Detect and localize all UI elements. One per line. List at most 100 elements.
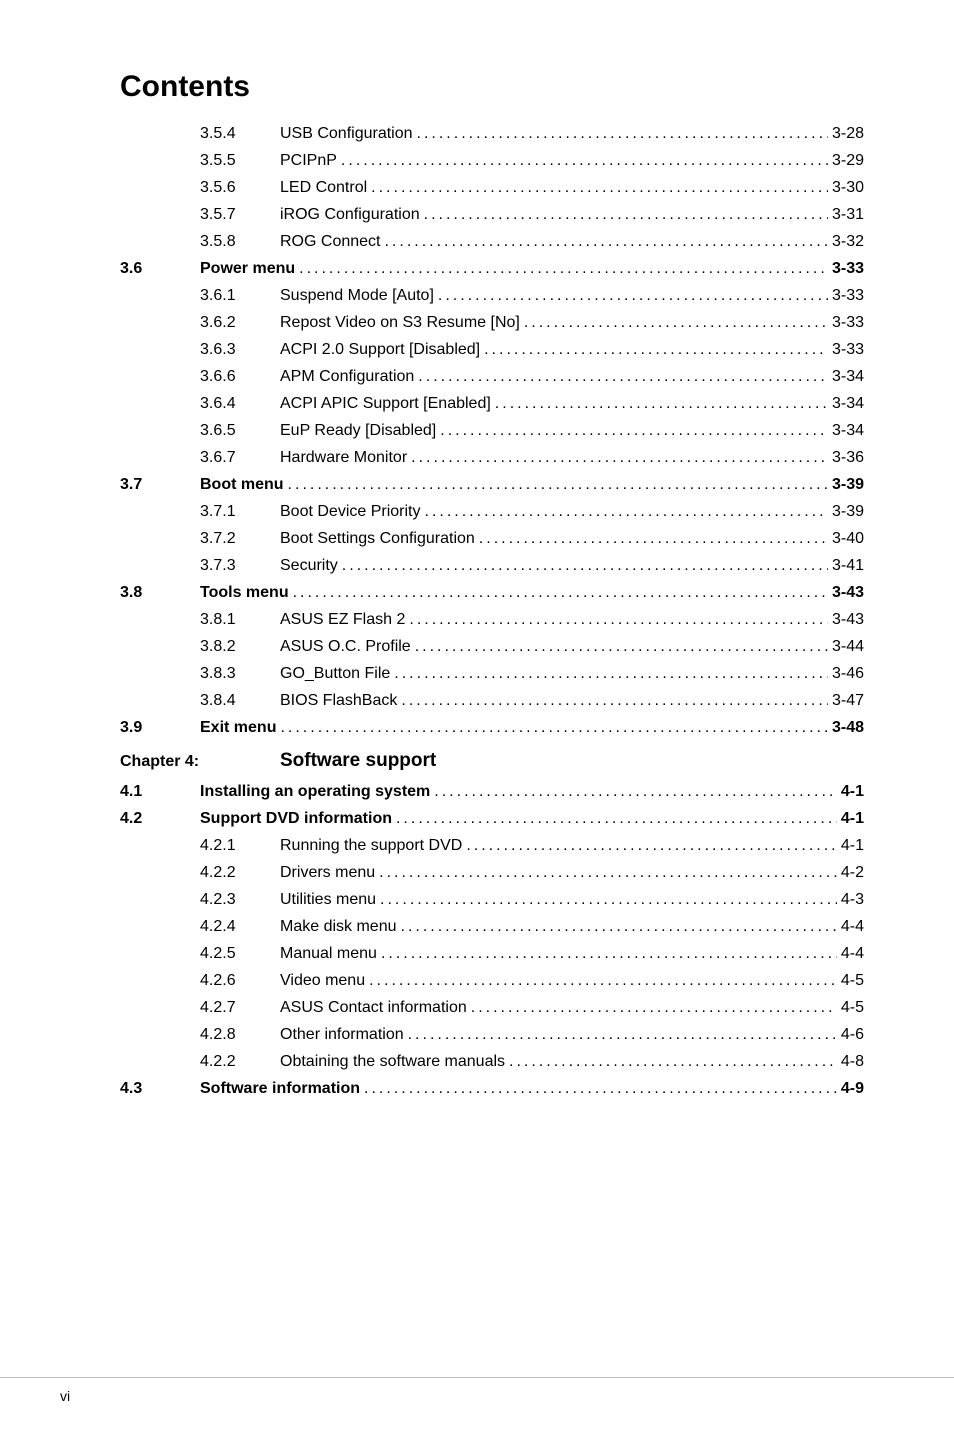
toc-leader-dots — [369, 973, 837, 989]
toc-row: 4.2.6Video menu 4-5 — [120, 973, 864, 989]
toc-subsection-number: 3.6.3 — [200, 342, 280, 358]
toc-row: 4.2.2Obtaining the software manuals 4-8 — [120, 1054, 864, 1070]
toc-page-number: 3-39 — [828, 504, 864, 520]
toc-row: 3.6.6APM Configuration 3-34 — [120, 369, 864, 385]
toc-leader-dots — [381, 946, 837, 962]
toc-leader-dots — [411, 450, 828, 466]
toc-row: 3.7.1Boot Device Priority 3-39 — [120, 504, 864, 520]
toc-page-number: 3-34 — [828, 396, 864, 412]
toc-row: 4.2Support DVD information 4-1 — [120, 811, 864, 827]
toc-page-number: 3-47 — [828, 693, 864, 709]
toc-subsection-number: 4.2.2 — [200, 865, 280, 881]
toc-leader-dots — [401, 693, 828, 709]
toc-page-number: 3-44 — [828, 639, 864, 655]
toc-page-number: 3-33 — [828, 342, 864, 358]
toc-page-number: 3-48 — [828, 720, 864, 736]
toc-subsection-number: 3.8.1 — [200, 612, 280, 628]
toc-entry-text: USB Configuration — [280, 126, 417, 142]
toc-row: 3.5.6LED Control 3-30 — [120, 180, 864, 196]
toc-subsection-number: 4.2.3 — [200, 892, 280, 908]
toc-row: 4.2.8Other information 4-6 — [120, 1027, 864, 1043]
toc-subsection-number: 3.7.1 — [200, 504, 280, 520]
toc-subsection-number: 3.8.4 — [200, 693, 280, 709]
toc-page-number: 4-4 — [837, 919, 864, 935]
toc-page-number: 3-36 — [828, 450, 864, 466]
toc-subsection-number: 4.2.6 — [200, 973, 280, 989]
toc-entry-text: Make disk menu — [280, 919, 401, 935]
toc-leader-dots — [417, 126, 828, 142]
toc-row: 3.6.5EuP Ready [Disabled] 3-34 — [120, 423, 864, 439]
toc-entry-text: Suspend Mode [Auto] — [280, 288, 438, 304]
toc-row: 3.8.1ASUS EZ Flash 2 3-43 — [120, 612, 864, 628]
page-number: vi — [60, 1388, 70, 1404]
toc-row: 3.8.3GO_Button File 3-46 — [120, 666, 864, 682]
toc-page-number: 3-46 — [828, 666, 864, 682]
toc-subsection-number: 3.5.6 — [200, 180, 280, 196]
toc-page-number: 4-2 — [837, 865, 864, 881]
toc-row: 3.6.3ACPI 2.0 Support [Disabled] 3-33 — [120, 342, 864, 358]
toc-block-1: 3.5.4USB Configuration 3-283.5.5PCIPnP 3… — [120, 126, 864, 736]
toc-row: 3.6.2Repost Video on S3 Resume [No] 3-33 — [120, 315, 864, 331]
toc-section-number: 4.1 — [120, 784, 200, 800]
toc-entry-text: Running the support DVD — [280, 838, 466, 854]
chapter-label: Chapter 4: — [120, 753, 280, 771]
toc-entry-text: Installing an operating system — [200, 784, 434, 800]
toc-page-number: 3-32 — [828, 234, 864, 250]
toc-leader-dots — [288, 477, 828, 493]
toc-entry-text: Drivers menu — [280, 865, 379, 881]
toc-leader-dots — [299, 261, 828, 277]
toc-leader-dots — [384, 234, 827, 250]
toc-entry-text: ACPI APIC Support [Enabled] — [280, 396, 495, 412]
toc-row: 4.2.2Drivers menu 4-2 — [120, 865, 864, 881]
toc-page-number: 3-34 — [828, 423, 864, 439]
toc-leader-dots — [396, 811, 837, 827]
toc-leader-dots — [293, 585, 828, 601]
toc-row: 3.6.7Hardware Monitor 3-36 — [120, 450, 864, 466]
toc-leader-dots — [401, 919, 837, 935]
toc-subsection-number: 3.8.3 — [200, 666, 280, 682]
toc-leader-dots — [524, 315, 828, 331]
toc-leader-dots — [466, 838, 837, 854]
toc-section-number: 3.8 — [120, 585, 200, 601]
toc-page-number: 4-5 — [837, 1000, 864, 1016]
toc-subsection-number: 3.5.5 — [200, 153, 280, 169]
toc-entry-text: ACPI 2.0 Support [Disabled] — [280, 342, 484, 358]
toc-subsection-number: 4.2.7 — [200, 1000, 280, 1016]
page-title: Contents — [120, 70, 864, 104]
toc-entry-text: Security — [280, 558, 342, 574]
toc-leader-dots — [418, 369, 828, 385]
chapter-heading: Chapter 4: Software support — [120, 750, 864, 772]
toc-section-number: 3.7 — [120, 477, 200, 493]
toc-row: 3.5.5PCIPnP 3-29 — [120, 153, 864, 169]
toc-subsection-number: 3.6.4 — [200, 396, 280, 412]
toc-leader-dots — [342, 558, 828, 574]
toc-page-number: 4-6 — [837, 1027, 864, 1043]
toc-leader-dots — [438, 288, 828, 304]
toc-page-number: 3-41 — [828, 558, 864, 574]
toc-entry-text: Software information — [200, 1081, 364, 1097]
toc-page-number: 4-4 — [837, 946, 864, 962]
toc-row: 3.8.4BIOS FlashBack 3-47 — [120, 693, 864, 709]
toc-entry-text: ASUS O.C. Profile — [280, 639, 415, 655]
toc-section-number: 3.9 — [120, 720, 200, 736]
toc-row: 3.9Exit menu 3-48 — [120, 720, 864, 736]
toc-leader-dots — [434, 784, 837, 800]
toc-row: 3.5.7iROG Configuration 3-31 — [120, 207, 864, 223]
toc-leader-dots — [509, 1054, 837, 1070]
toc-page-number: 4-1 — [837, 784, 864, 800]
page-footer: vi — [0, 1377, 954, 1404]
toc-leader-dots — [425, 504, 828, 520]
toc-page-number: 4-5 — [837, 973, 864, 989]
toc-row: 4.2.1Running the support DVD 4-1 — [120, 838, 864, 854]
toc-row: 4.2.7ASUS Contact information 4-5 — [120, 1000, 864, 1016]
toc-page-number: 3-43 — [828, 612, 864, 628]
toc-block-2: 4.1Installing an operating system 4-14.2… — [120, 784, 864, 1097]
toc-entry-text: Support DVD information — [200, 811, 396, 827]
toc-page-number: 4-3 — [837, 892, 864, 908]
toc-subsection-number: 4.2.1 — [200, 838, 280, 854]
toc-entry-text: Utilities menu — [280, 892, 380, 908]
toc-leader-dots — [440, 423, 828, 439]
toc-page-number: 4-1 — [837, 811, 864, 827]
toc-leader-dots — [394, 666, 828, 682]
toc-entry-text: APM Configuration — [280, 369, 418, 385]
